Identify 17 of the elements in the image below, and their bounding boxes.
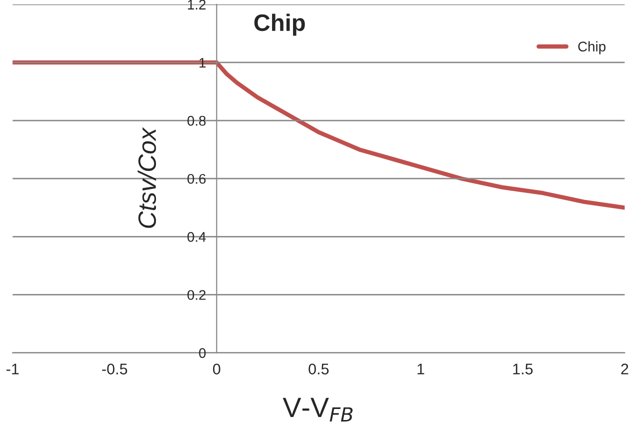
y-tick-label: 0.4 [187, 232, 206, 242]
legend-label: Chip [578, 41, 606, 54]
y-tick-label: 0.2 [187, 290, 206, 300]
x-tick-label: 1 [418, 364, 424, 374]
x-tick-label: -0.5 [102, 364, 128, 374]
x-tick-label: 0 [212, 364, 220, 374]
y-tick-label: 0.6 [187, 174, 206, 184]
x-axis-title: V-V$_{FB}$ [282, 398, 353, 422]
chart-title: Chip [254, 14, 305, 36]
y-tick-label: 0 [199, 348, 206, 358]
x-tick-label: 1.5 [513, 364, 533, 374]
y-axis-title: Ctsv/Cox [138, 127, 156, 228]
x-tick-label: 2 [621, 364, 628, 374]
y-tick-label: 0.8 [187, 116, 206, 126]
y-tick-label: 1.2 [188, 0, 206, 10]
x-tick-label: -1 [6, 364, 19, 374]
x-tick-label: 0.5 [308, 364, 329, 374]
